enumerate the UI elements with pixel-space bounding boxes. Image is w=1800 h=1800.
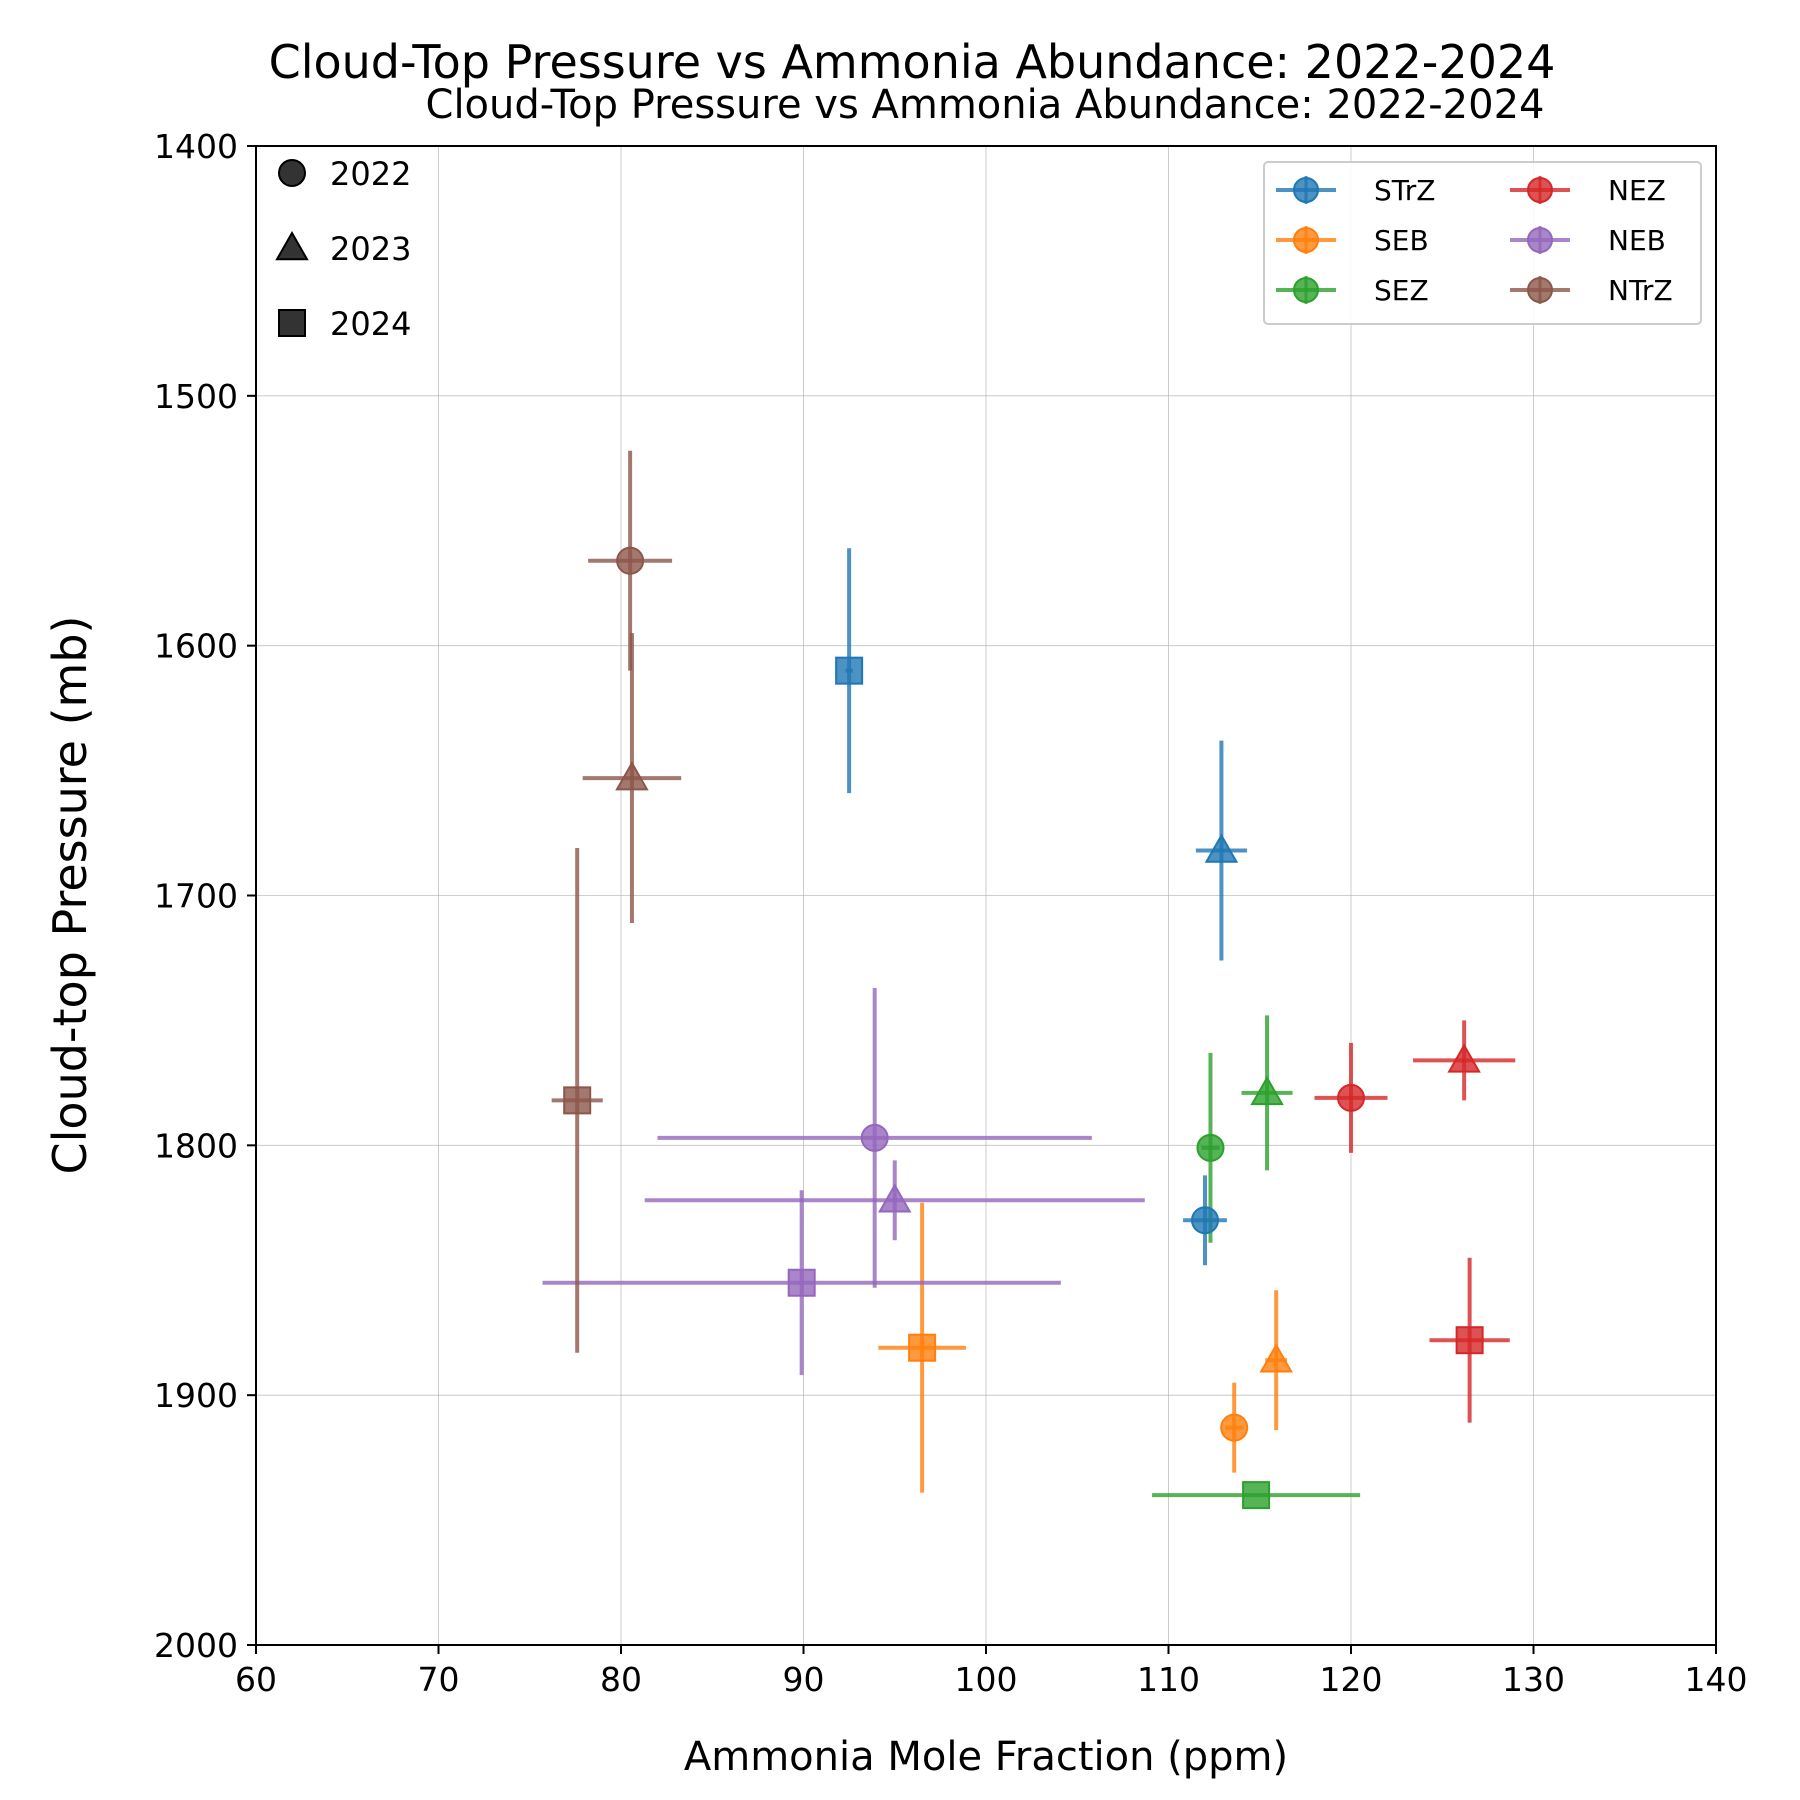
x-axis-ticks: 60 70 80 90 100 110 120 130 140 <box>235 1645 1748 1699</box>
y-tick-label: 1900 <box>154 1376 238 1415</box>
legend-year-label: 2022 <box>330 155 411 193</box>
data-point-ntrz-2022 <box>616 546 645 575</box>
legend-series-label: NEB <box>1608 224 1666 257</box>
chart-subtitle: Cloud-Top Pressure vs Ammonia Abundance:… <box>426 82 1545 128</box>
data-point-ntrz-2023 <box>615 761 649 791</box>
x-tick-label: 100 <box>955 1660 1018 1699</box>
y-tick-label: 1500 <box>154 377 238 416</box>
y-tick-label: 1700 <box>154 877 238 916</box>
data-markers <box>563 546 1484 1510</box>
data-point-seb-2024 <box>908 1333 937 1362</box>
x-tick-label: 90 <box>783 1660 825 1699</box>
y-tick-label: 1600 <box>154 627 238 666</box>
legend-series-marker <box>1293 177 1319 203</box>
data-point-sez-2023 <box>1250 1075 1284 1106</box>
legend-series-marker <box>1527 227 1553 253</box>
x-tick-label: 120 <box>1320 1660 1383 1699</box>
legend-series-label: SEB <box>1374 224 1429 257</box>
y-tick-label: 2000 <box>154 1626 238 1665</box>
y-axis-ticks: 1400 1500 1600 1700 1800 1900 2000 <box>154 127 256 1665</box>
x-tick-label: 80 <box>600 1660 642 1699</box>
x-axis-label: Ammonia Mole Fraction (ppm) <box>684 1734 1288 1780</box>
data-point-sez-2024 <box>1242 1481 1271 1510</box>
legend-series-label: NEZ <box>1608 174 1666 207</box>
data-point-ntrz-2024 <box>563 1086 592 1115</box>
data-point-neb-2023 <box>878 1183 912 1213</box>
series-legend-frame <box>1263 161 1702 325</box>
legend-series-label: STrZ <box>1374 174 1435 207</box>
data-point-seb-2022 <box>1220 1413 1249 1442</box>
data-point-nez-2024 <box>1455 1326 1484 1355</box>
y-tick-label: 1800 <box>154 1126 238 1165</box>
data-point-strz-2022 <box>1191 1206 1219 1235</box>
data-point-nez-2023 <box>1447 1043 1481 1073</box>
data-point-neb-2022 <box>860 1123 889 1152</box>
legend-year-label: 2024 <box>330 305 411 343</box>
series-legend: STrZ SEB SEZ NEZ NEB NTrZ <box>1263 161 1702 325</box>
legend-series-marker <box>1293 277 1319 303</box>
data-point-strz-2024 <box>835 656 864 685</box>
data-point-sez-2022 <box>1196 1133 1225 1162</box>
x-tick-label: 60 <box>235 1660 277 1699</box>
y-tick-label: 1400 <box>154 127 238 166</box>
legend-series-marker <box>1527 177 1553 203</box>
x-tick-label: 70 <box>418 1660 460 1699</box>
legend-series-label: SEZ <box>1374 274 1429 307</box>
legend-marker-2023 <box>275 230 309 261</box>
x-tick-label: 110 <box>1137 1660 1200 1699</box>
data-point-nez-2022 <box>1337 1083 1365 1112</box>
legend-year-label: 2023 <box>330 230 411 268</box>
data-point-neb-2024 <box>787 1268 816 1297</box>
x-tick-label: 130 <box>1502 1660 1565 1699</box>
legend-marker-2022 <box>278 159 306 187</box>
legend-series-marker <box>1527 277 1553 303</box>
marker-legend: 2022 2023 2024 <box>275 155 411 343</box>
y-axis-label: Cloud-top Pressure (mb) <box>43 616 97 1175</box>
data-point-seb-2023 <box>1259 1343 1293 1373</box>
legend-series-label: NTrZ <box>1608 274 1673 307</box>
x-tick-label: 140 <box>1685 1660 1748 1699</box>
legend-marker-2024 <box>278 309 306 337</box>
data-point-strz-2023 <box>1204 833 1239 863</box>
chart-title: Cloud-Top Pressure vs Ammonia Abundance:… <box>269 35 1556 89</box>
legend-series-marker <box>1293 227 1319 253</box>
